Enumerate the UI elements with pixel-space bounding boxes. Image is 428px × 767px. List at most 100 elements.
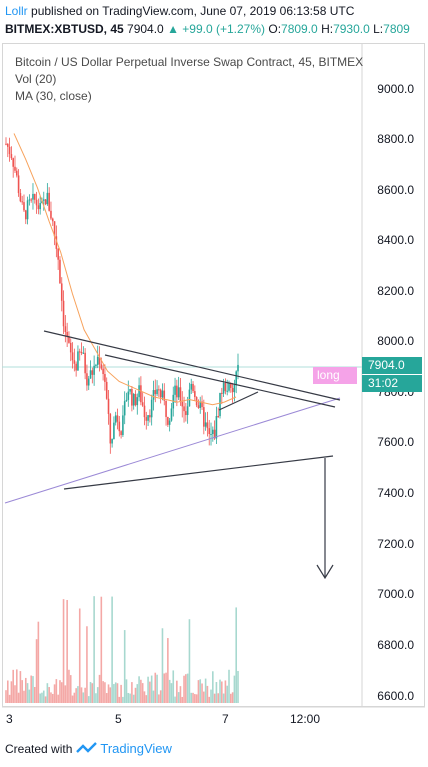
candle-body — [235, 371, 238, 385]
volume-bar — [192, 692, 194, 703]
volume-bar — [17, 692, 20, 703]
volume-bar — [167, 638, 169, 703]
volume-bar — [158, 694, 160, 703]
volume-bar — [50, 692, 52, 703]
candle-body — [51, 218, 54, 222]
breakout-trendline[interactable] — [218, 391, 259, 411]
volume-bar — [172, 670, 175, 703]
candle-body — [113, 422, 115, 439]
candle-body — [203, 407, 205, 427]
high-label: H: — [321, 22, 334, 36]
volume-legend[interactable]: Vol (20) — [15, 72, 57, 86]
volume-bar — [6, 680, 9, 703]
diagonal-trendline[interactable] — [4, 397, 341, 504]
volume-bar — [204, 678, 207, 703]
volume-bar — [75, 688, 77, 703]
volume-bar — [69, 675, 72, 703]
volume-bar — [235, 607, 238, 703]
volume-bar — [230, 693, 232, 703]
symbol-name[interactable]: BITMEX:XBTUSD, 45 — [5, 22, 124, 36]
candle-body — [152, 390, 155, 400]
volume-bar — [89, 681, 92, 703]
symbol-bar: BITMEX:XBTUSD, 45 7904.0 ▲ +99.0 (+1.27%… — [5, 22, 410, 36]
volume-bar — [10, 681, 13, 703]
volume-bar — [147, 676, 149, 703]
author-link[interactable]: Lollr — [5, 4, 28, 18]
candle-body — [131, 389, 133, 406]
candle-body — [138, 385, 140, 398]
inner-trendline[interactable] — [104, 354, 336, 408]
volume-bar — [185, 674, 187, 703]
tradingview-brand-link[interactable]: TradingView — [100, 741, 172, 756]
candle-body — [140, 385, 142, 403]
volume-bar — [219, 679, 221, 703]
candle-body — [230, 383, 232, 388]
candle-body — [190, 383, 193, 390]
last-price: 7904.0 — [127, 22, 164, 36]
volume-bar — [210, 689, 212, 703]
lower-trendline[interactable] — [63, 455, 334, 490]
volume-bar — [183, 675, 185, 703]
candle-body — [82, 352, 85, 354]
candle-body — [145, 417, 148, 421]
published-text: published on TradingView.com, June 07, 2… — [31, 4, 355, 18]
volume-bar — [93, 596, 95, 703]
volume-bar — [143, 691, 146, 703]
candle-body — [224, 383, 227, 392]
volume-bar — [190, 692, 193, 703]
candle-body — [219, 392, 221, 417]
volume-bar — [21, 680, 23, 703]
candle-body — [46, 192, 49, 205]
volume-bar — [100, 596, 103, 703]
candle-body — [179, 387, 182, 402]
volume-bar — [37, 621, 40, 703]
volume-bar — [48, 687, 50, 703]
chart-title: Bitcoin / US Dollar Perpetual Inverse Sw… — [15, 55, 364, 69]
long-drawing-label[interactable]: long — [313, 367, 357, 384]
volume-bar — [35, 639, 38, 703]
volume-bar — [188, 619, 191, 703]
volume-bar — [64, 685, 67, 703]
upper-trendline[interactable] — [43, 330, 341, 401]
volume-bar — [98, 674, 101, 703]
candle-body — [107, 398, 110, 414]
target-arrow-head — [316, 564, 334, 580]
candle-body — [39, 203, 41, 210]
ma-legend[interactable]: MA (30, close) — [15, 89, 92, 103]
y-tick-label: 8000.0 — [377, 334, 414, 348]
candle-body — [80, 352, 83, 354]
volume-bar — [14, 685, 16, 703]
candle-body — [217, 416, 220, 418]
volume-bar — [237, 670, 239, 703]
volume-bar — [55, 679, 58, 703]
volume-bar — [177, 692, 180, 703]
candle-body — [161, 390, 164, 398]
candle-body — [37, 205, 40, 210]
candle-body — [210, 434, 212, 436]
volume-bar — [57, 694, 59, 703]
volume-bar — [152, 690, 155, 703]
volume-bar — [122, 696, 124, 703]
candle-body — [212, 429, 214, 435]
candle-body — [192, 383, 194, 392]
candle-body — [42, 199, 45, 201]
candle-body — [55, 236, 58, 249]
candle-body — [222, 383, 225, 394]
volume-bar — [15, 669, 18, 703]
candle-body — [154, 390, 157, 395]
candle-body — [5, 143, 7, 145]
candle-body — [57, 248, 59, 260]
candle-body — [77, 351, 79, 371]
candle-body — [66, 331, 68, 337]
current-price-tag: 7904.0 — [362, 357, 422, 374]
volume-bar — [215, 682, 218, 703]
volume-bar — [212, 671, 214, 703]
candle-body — [78, 351, 81, 353]
y-tick-label: 7600.0 — [377, 435, 414, 449]
candle-body — [32, 193, 34, 200]
volume-bar — [19, 671, 22, 703]
volume-bar — [186, 673, 189, 703]
candle-body — [19, 193, 22, 202]
volume-bar — [170, 683, 173, 703]
